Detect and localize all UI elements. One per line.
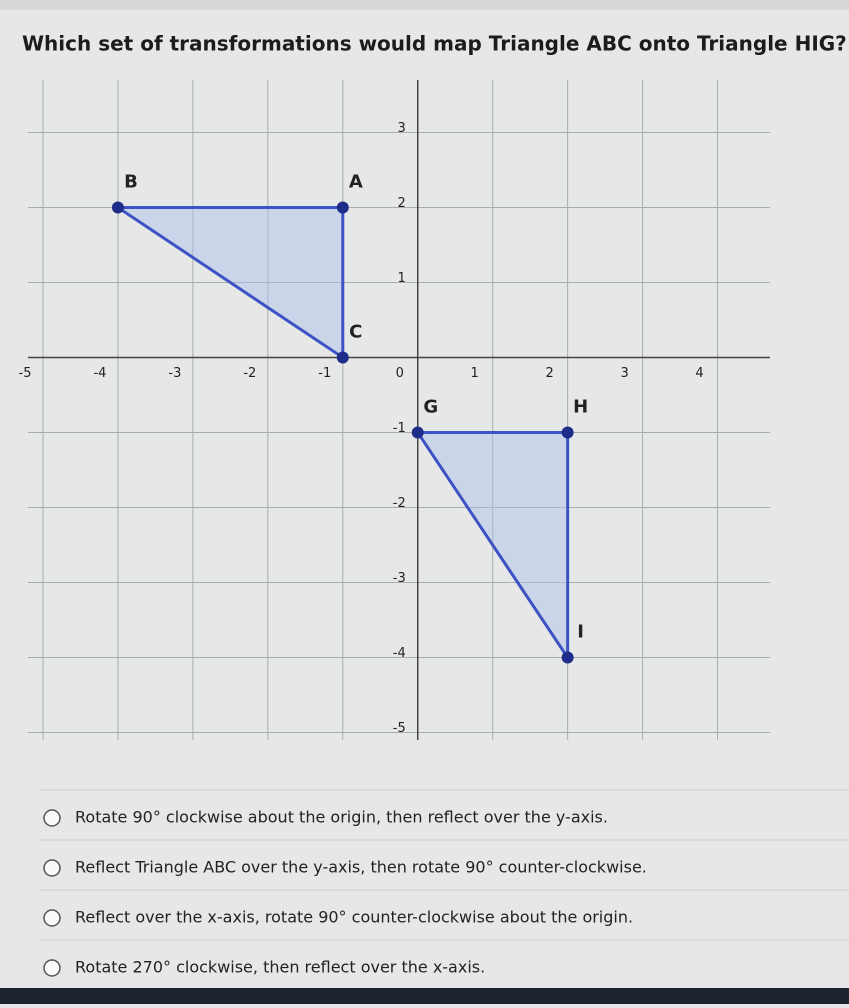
vertex-label: G <box>423 397 438 418</box>
x-tick-label: 2 <box>545 366 553 381</box>
vertex-label: B <box>124 172 138 193</box>
y-tick-label: 2 <box>397 196 405 211</box>
option-text[interactable]: Rotate 90° clockwise about the origin, t… <box>75 808 608 827</box>
radio-button[interactable] <box>43 909 61 927</box>
option-text[interactable]: Reflect Triangle ABC over the y-axis, th… <box>75 858 647 877</box>
y-tick-label: -4 <box>393 646 406 661</box>
vertex-label: A <box>349 172 363 193</box>
top-bar <box>0 0 849 10</box>
question: Which set of transformations would map T… <box>22 32 847 56</box>
y-tick-label: -1 <box>393 421 406 436</box>
triangle <box>414 431 570 663</box>
y-tick-label: 1 <box>397 271 405 286</box>
vertex <box>336 201 349 214</box>
x-tick-label: 3 <box>620 366 628 381</box>
vertex <box>111 201 124 214</box>
x-tick-label: 4 <box>695 366 703 381</box>
triangle <box>112 206 345 361</box>
radio-button[interactable] <box>43 959 61 977</box>
taskbar <box>0 988 849 1004</box>
vertex <box>411 426 424 439</box>
vertex <box>561 651 574 664</box>
radio-button[interactable] <box>43 859 61 877</box>
x-tick-label: -5 <box>19 366 32 381</box>
y-tick-label: -2 <box>393 496 406 511</box>
x-tick-label: -3 <box>168 366 181 381</box>
y-tick-label: -3 <box>393 571 406 586</box>
option-text[interactable]: Reflect over the x-axis, rotate 90° coun… <box>75 908 633 927</box>
vertex <box>561 426 574 439</box>
y-tick-label: -5 <box>393 721 406 736</box>
options: Rotate 90° clockwise about the origin, t… <box>40 789 849 977</box>
vertex-label: C <box>349 322 362 343</box>
vertex <box>336 351 349 364</box>
x-tick-label: 0 <box>396 366 404 381</box>
x-tick-label: 1 <box>471 366 479 381</box>
x-tick-label: -1 <box>318 366 331 381</box>
vertex-label: H <box>573 397 588 418</box>
x-tick-label: -2 <box>243 366 256 381</box>
vertex-label: I <box>577 622 584 643</box>
x-tick-label: -4 <box>93 366 106 381</box>
option-text[interactable]: Rotate 270° clockwise, then reflect over… <box>75 958 485 977</box>
coordinate-plane: -5 -4 -3 -2 -1 0 1 2 3 4 -5 -4 -3 -2 -1 1 2 3 A B C G H I <box>19 80 770 740</box>
radio-button[interactable] <box>43 809 61 827</box>
y-tick-label: 3 <box>397 121 405 136</box>
